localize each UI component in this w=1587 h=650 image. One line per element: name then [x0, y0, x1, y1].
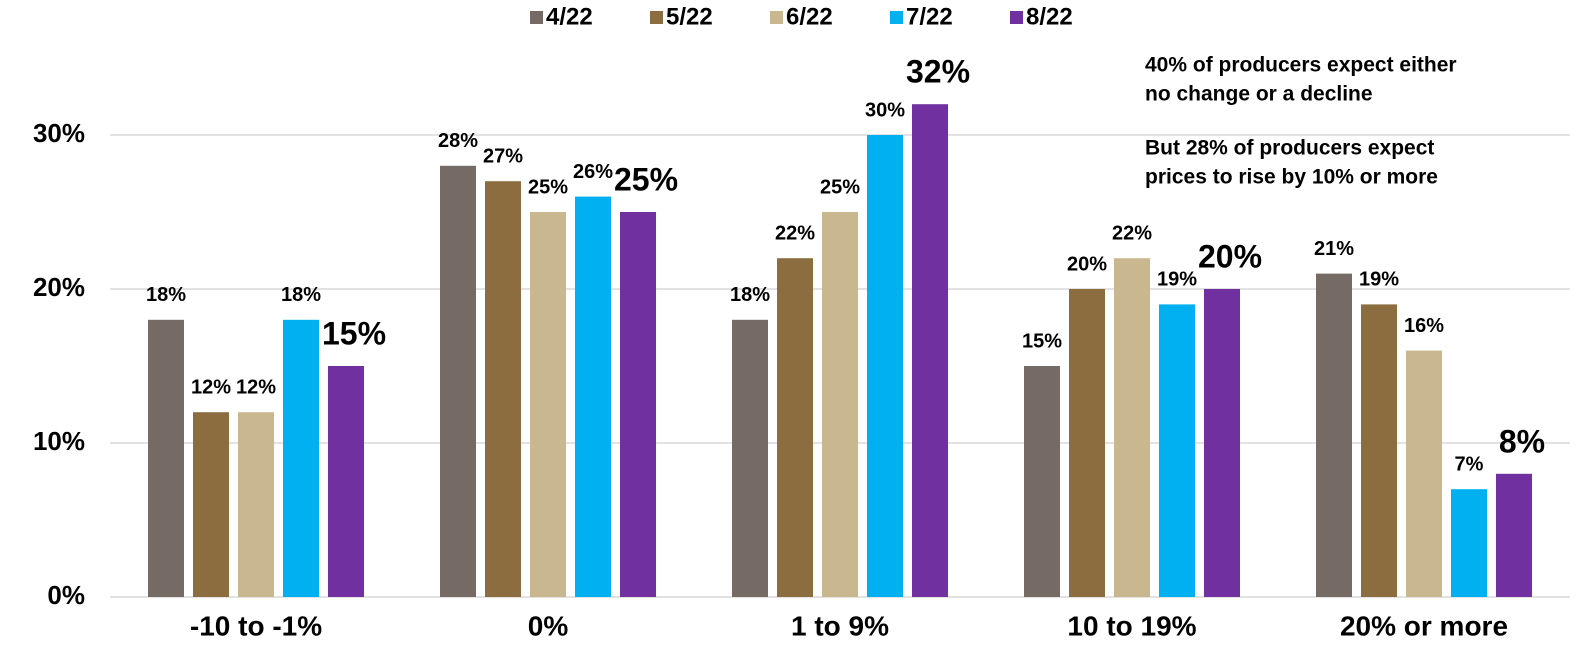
data-label: 32%: [906, 54, 970, 90]
annotation: 40% of producers expect either: [1145, 54, 1457, 77]
y-tick-label: 20%: [33, 272, 85, 302]
bar: [912, 104, 948, 597]
data-label: 8%: [1499, 423, 1545, 459]
bar: [440, 165, 476, 598]
bar: [732, 319, 768, 597]
x-tick-label: 10 to 19%: [1067, 610, 1196, 641]
data-label: 18%: [146, 284, 186, 306]
data-label: 12%: [236, 376, 276, 398]
bar: [620, 212, 656, 597]
bar: [1069, 289, 1105, 597]
bar: [777, 258, 813, 597]
annotation: But 28% of producers expect: [1145, 137, 1434, 160]
legend-label: 5/22: [666, 3, 713, 30]
legend-label: 7/22: [906, 3, 953, 30]
data-label: 20%: [1067, 253, 1107, 275]
bar: [1114, 258, 1150, 597]
data-label: 16%: [1404, 315, 1444, 337]
data-label: 25%: [528, 176, 568, 198]
bar: [1204, 289, 1240, 597]
bar: [867, 135, 903, 597]
data-label: 30%: [865, 99, 905, 121]
data-label: 15%: [322, 315, 386, 351]
legend-label: 4/22: [546, 3, 593, 30]
legend-label: 8/22: [1026, 3, 1073, 30]
data-label: 21%: [1314, 238, 1354, 260]
bar: [1361, 304, 1397, 597]
legend-swatch: [1010, 11, 1023, 24]
data-label: 18%: [730, 284, 770, 306]
legend-swatch: [650, 11, 663, 24]
x-tick-label: 20% or more: [1340, 610, 1508, 641]
bar: [148, 319, 184, 597]
bar: [1024, 366, 1060, 597]
data-label: 25%: [820, 176, 860, 198]
x-tick-label: -10 to -1%: [190, 610, 322, 641]
annotation: no change or a decline: [1145, 83, 1373, 106]
legend-label: 6/22: [786, 3, 833, 30]
x-tick-label: 0%: [528, 610, 569, 641]
y-tick-label: 0%: [47, 580, 85, 610]
data-label: 15%: [1022, 330, 1062, 352]
bar: [1496, 473, 1532, 597]
bar: [575, 196, 611, 597]
data-label: 28%: [438, 130, 478, 152]
data-label: 7%: [1455, 453, 1484, 475]
bar: [238, 412, 274, 597]
data-label: 19%: [1157, 269, 1197, 291]
data-label: 20%: [1198, 238, 1262, 274]
data-label: 25%: [614, 161, 678, 197]
y-tick-label: 10%: [33, 426, 85, 456]
annotation: prices to rise by 10% or more: [1145, 166, 1438, 189]
bar: [1316, 273, 1352, 597]
bar: [822, 212, 858, 597]
data-label: 26%: [573, 161, 613, 183]
bar: [1451, 489, 1487, 597]
bar: [193, 412, 229, 597]
data-label: 27%: [483, 145, 523, 167]
data-label: 18%: [281, 284, 321, 306]
bar: [1406, 350, 1442, 597]
legend-swatch: [530, 11, 543, 24]
data-label: 19%: [1359, 269, 1399, 291]
legend-swatch: [890, 11, 903, 24]
legend-swatch: [770, 11, 783, 24]
data-label: 22%: [1112, 222, 1152, 244]
bar: [530, 212, 566, 597]
bar: [328, 366, 364, 597]
x-tick-label: 1 to 9%: [791, 610, 889, 641]
bar: [283, 319, 319, 597]
data-label: 22%: [775, 222, 815, 244]
data-label: 12%: [191, 376, 231, 398]
bar: [485, 181, 521, 597]
y-tick-label: 30%: [33, 118, 85, 148]
bar: [1159, 304, 1195, 597]
